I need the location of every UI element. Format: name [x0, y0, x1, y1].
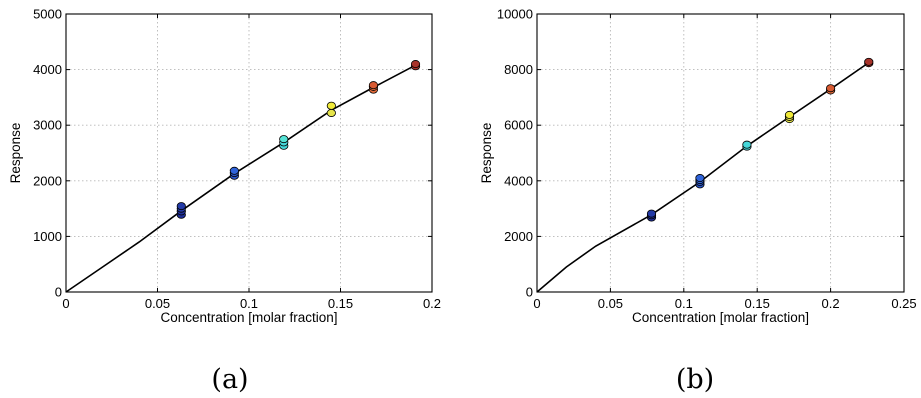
y-tick-label: 5000 [33, 7, 62, 22]
data-point [326, 108, 336, 117]
x-tick-label: 0.15 [745, 296, 770, 311]
x-tick-label: 0 [533, 296, 540, 311]
data-point [326, 101, 336, 110]
panel-label: (a) [211, 364, 248, 395]
data-point [410, 60, 421, 69]
y-tick-label: 0 [55, 285, 62, 300]
chart-panel-a: 0 0.05 0.1 0.15 0.2 0 1000 2000 3000 4000 5000 Conc… [8, 7, 441, 396]
y-tick-label: 4000 [33, 62, 62, 77]
y-tick-label: 1000 [33, 229, 62, 244]
data-point [864, 57, 874, 66]
y-axis-label: Response [8, 123, 23, 184]
x-tick-label: 0.2 [822, 296, 840, 311]
y-tick-label: 3000 [33, 118, 62, 133]
data-point [825, 84, 836, 93]
y-tick-label: 10000 [497, 7, 533, 22]
data-point [646, 209, 657, 218]
plot-area-frame [536, 13, 905, 293]
data-point [279, 135, 289, 144]
data-point [176, 202, 186, 211]
chart-panel-b: 0 0.05 0.1 0.15 0.2 0.25 0 2000 4000 6000 8000 1000… [479, 7, 917, 396]
data-point [695, 174, 705, 183]
x-tick-label: 0.25 [891, 296, 916, 311]
x-tick-label: 0.05 [598, 296, 623, 311]
y-tick-label: 2000 [33, 173, 62, 188]
x-tick-label: 0.1 [240, 296, 258, 311]
y-tick-label: 2000 [504, 229, 533, 244]
x-tick-label: 0.2 [423, 296, 441, 311]
y-tick-label: 4000 [504, 173, 533, 188]
y-tick-label: 6000 [504, 118, 533, 133]
x-tick-label: 0.05 [145, 296, 170, 311]
y-axis-label: Response [479, 123, 494, 184]
y-tick-label: 0 [526, 285, 533, 300]
y-tick-label: 8000 [504, 62, 533, 77]
data-point [784, 110, 795, 119]
x-tick-label: 0.1 [675, 296, 693, 311]
plot-area-frame [65, 13, 433, 293]
x-tick-label: 0.15 [328, 296, 353, 311]
data-point [742, 140, 752, 149]
x-tick-label: 0 [62, 296, 69, 311]
data-point [229, 166, 239, 175]
data-point [368, 81, 379, 90]
panel-label: (b) [676, 364, 714, 395]
x-axis-label: Concentration [molar fraction] [632, 310, 809, 325]
calibration-curve [65, 64, 416, 293]
x-axis-label: Concentration [molar fraction] [160, 310, 337, 325]
